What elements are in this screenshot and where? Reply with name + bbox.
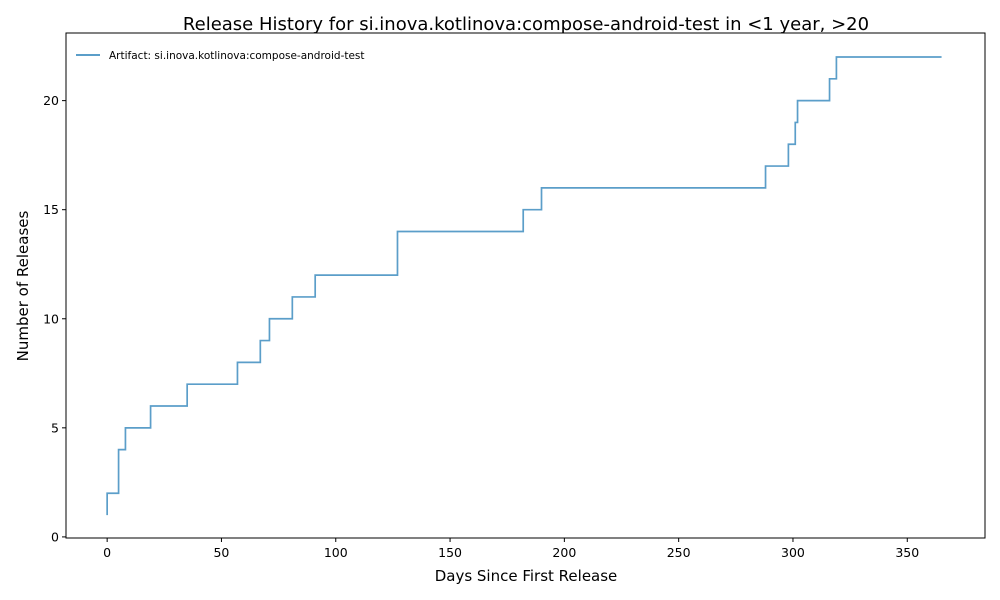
x-tick-label: 200 (552, 545, 576, 560)
plot-frame (65, 32, 986, 539)
x-tick-label: 300 (781, 545, 805, 560)
y-tick-label: 15 (43, 202, 59, 217)
chart-title: Release History for si.inova.kotlinova:c… (183, 14, 869, 35)
x-tick-label: 150 (438, 545, 462, 560)
y-axis-label: Number of Releases (14, 210, 32, 361)
x-axis: 0 50 100 150 200 250 300 350 (103, 538, 919, 560)
y-tick-label: 10 (43, 311, 59, 326)
x-tick-label: 100 (324, 545, 348, 560)
x-tick-label: 350 (895, 545, 919, 560)
series-layer (106, 56, 942, 516)
x-tick-label: 250 (667, 545, 691, 560)
y-tick-label: 20 (43, 93, 59, 108)
y-tick-label: 5 (51, 420, 59, 435)
x-tick-label: 50 (213, 545, 229, 560)
series-line (106, 56, 942, 516)
legend-label: Artifact: si.inova.kotlinova:compose-and… (109, 50, 365, 62)
x-axis-label: Days Since First Release (435, 567, 618, 585)
legend: Artifact: si.inova.kotlinova:compose-and… (76, 50, 365, 62)
x-tick-label: 0 (103, 545, 111, 560)
y-axis: 0 5 10 15 20 (43, 93, 66, 544)
y-tick-label: 0 (51, 529, 59, 544)
